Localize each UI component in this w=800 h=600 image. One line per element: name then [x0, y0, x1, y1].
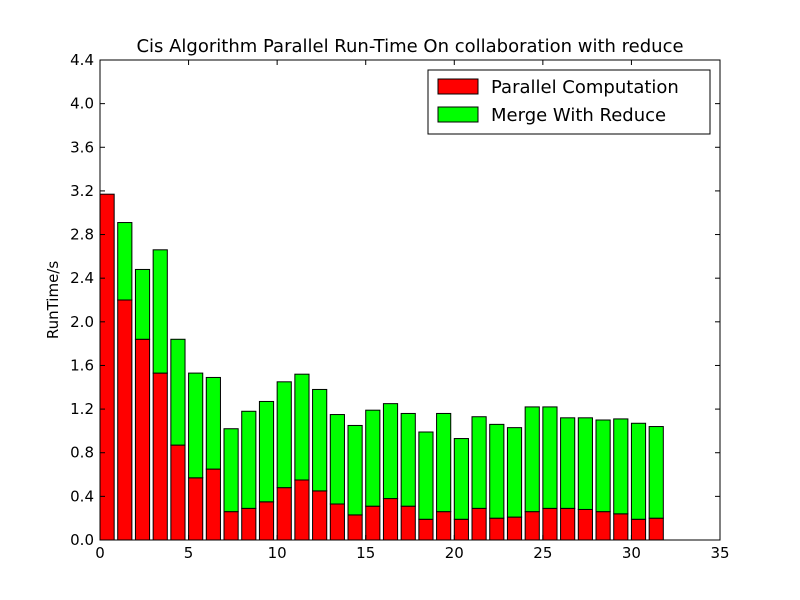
y-tick-label: 1.6 — [70, 356, 94, 374]
bar-merge-with-reduce — [506, 427, 523, 518]
bar-parallel-computation — [453, 518, 469, 541]
bar-parallel-computation — [595, 511, 611, 541]
bar-parallel-computation — [560, 507, 576, 541]
x-tick-label: 0 — [95, 544, 105, 562]
bar-parallel-computation — [347, 514, 363, 541]
bar-parallel-computation — [294, 479, 310, 541]
bar-parallel-computation — [489, 517, 505, 541]
bar-merge-with-reduce — [436, 412, 452, 513]
bar-merge-with-reduce — [188, 372, 204, 479]
bar-merge-with-reduce — [294, 373, 310, 481]
bar-merge-with-reduce — [489, 423, 505, 519]
bar-merge-with-reduce — [223, 428, 239, 513]
legend: Parallel Computation Merge With Reduce — [427, 69, 711, 135]
y-tick-label: 3.6 — [70, 138, 94, 156]
legend-swatch — [437, 78, 479, 95]
ticks-group: 0 5 10 15 20 25 30 35 0.0 0.4 0.8 1.2 1.6 2.0 2.4 2.8 3.… — [70, 51, 729, 562]
bar-merge-with-reduce — [205, 376, 221, 470]
y-tick-label: 0.4 — [70, 487, 94, 505]
bar-merge-with-reduce — [577, 417, 593, 510]
bar-parallel-computation — [436, 511, 452, 541]
x-tick-label: 35 — [710, 544, 729, 562]
bar-parallel-computation — [648, 517, 664, 541]
bar-merge-with-reduce — [630, 422, 647, 520]
bar-parallel-computation — [577, 508, 593, 541]
bar-merge-with-reduce — [347, 424, 363, 516]
bar-merge-with-reduce — [329, 414, 345, 505]
bar-parallel-computation — [312, 490, 328, 541]
bar-parallel-computation — [188, 477, 204, 541]
bar-parallel-computation — [382, 498, 399, 541]
bar-parallel-computation — [365, 505, 381, 541]
y-tick-label: 2.8 — [70, 226, 94, 244]
bar-merge-with-reduce — [560, 417, 576, 509]
bar-parallel-computation — [418, 518, 434, 541]
bar-merge-with-reduce — [648, 426, 664, 519]
bar-parallel-computation — [134, 338, 151, 541]
bar-merge-with-reduce — [365, 409, 381, 507]
bar-merge-with-reduce — [170, 338, 186, 446]
legend-swatch — [437, 106, 479, 123]
bar-parallel-computation — [99, 193, 115, 541]
y-tick-label: 4.0 — [70, 95, 94, 113]
bar-merge-with-reduce — [595, 419, 611, 513]
bar-parallel-computation — [152, 372, 168, 541]
bar-parallel-computation — [630, 518, 647, 541]
bar-parallel-computation — [117, 299, 133, 541]
bar-merge-with-reduce — [542, 406, 558, 509]
x-tick-label: 25 — [533, 544, 552, 562]
bar-merge-with-reduce — [241, 410, 257, 509]
bar-parallel-computation — [400, 505, 416, 541]
bar-parallel-computation — [223, 511, 239, 541]
bar-parallel-computation — [613, 513, 629, 541]
bar-merge-with-reduce — [258, 400, 275, 503]
legend-label: Parallel Computation — [491, 77, 679, 98]
bar-merge-with-reduce — [613, 418, 629, 515]
bar-merge-with-reduce — [382, 403, 399, 500]
bar-merge-with-reduce — [152, 249, 168, 374]
y-tick-label: 3.2 — [70, 182, 94, 200]
bar-merge-with-reduce — [524, 406, 540, 513]
x-tick-label: 30 — [622, 544, 641, 562]
x-tick-label: 15 — [356, 544, 375, 562]
bar-merge-with-reduce — [418, 431, 434, 520]
bar-parallel-computation — [524, 511, 540, 541]
bar-merge-with-reduce — [276, 381, 292, 489]
y-tick-label: 2.4 — [70, 269, 94, 287]
bar-parallel-computation — [506, 516, 523, 541]
x-tick-label: 20 — [445, 544, 464, 562]
y-tick-label: 4.4 — [70, 51, 94, 69]
x-tick-label: 10 — [268, 544, 287, 562]
x-tick-label: 5 — [184, 544, 194, 562]
y-tick-label: 0.0 — [70, 531, 94, 549]
bar-parallel-computation — [170, 444, 186, 541]
chart-title: Cis Algorithm Parallel Run-Time On colla… — [136, 36, 683, 57]
axes-frame — [99, 59, 721, 541]
bar-merge-with-reduce — [400, 412, 416, 507]
y-tick-label: 2.0 — [70, 313, 94, 331]
bar-parallel-computation — [276, 487, 292, 541]
axes-group — [99, 59, 721, 541]
legend-label: Merge With Reduce — [491, 105, 666, 126]
y-axis-label: RunTime/s — [44, 261, 62, 340]
y-tick-label: 1.2 — [70, 400, 94, 418]
bar-parallel-computation — [471, 507, 487, 541]
bar-parallel-computation — [542, 507, 558, 541]
bar-merge-with-reduce — [312, 388, 328, 492]
bar-parallel-computation — [258, 501, 275, 541]
y-tick-label: 0.8 — [70, 444, 94, 462]
bar-merge-with-reduce — [453, 438, 469, 520]
bar-parallel-computation — [205, 468, 221, 541]
bar-parallel-computation — [241, 507, 257, 541]
bar-merge-with-reduce — [471, 416, 487, 509]
bar-parallel-computation — [329, 503, 345, 541]
bar-merge-with-reduce — [134, 268, 151, 340]
bar-merge-with-reduce — [117, 222, 133, 301]
